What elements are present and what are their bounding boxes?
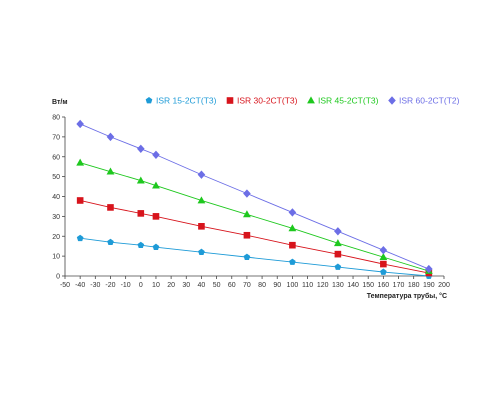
series-group xyxy=(76,158,433,274)
y-tick-label: 0 xyxy=(56,274,60,281)
data-point xyxy=(106,167,115,175)
x-tick-label: 50 xyxy=(213,282,221,289)
legend-label: ISR 30-2CT(T3) xyxy=(237,96,298,106)
x-tick-label: 170 xyxy=(393,282,405,289)
data-point xyxy=(288,208,297,217)
x-axis-label: Температура трубы, °С xyxy=(367,292,447,300)
x-tick-label: 160 xyxy=(378,282,390,289)
data-point xyxy=(288,224,297,232)
data-point xyxy=(76,119,84,129)
data-point xyxy=(137,144,145,153)
data-point xyxy=(380,260,387,268)
data-point xyxy=(137,210,145,217)
x-tick-label: 20 xyxy=(167,282,175,289)
data-point xyxy=(334,263,342,270)
series-group xyxy=(76,197,433,277)
legend-label: ISR 15-2CT(T3) xyxy=(156,96,217,106)
data-point xyxy=(243,210,251,218)
data-point xyxy=(379,253,388,261)
data-point xyxy=(379,245,388,255)
data-point xyxy=(106,132,115,142)
data-point xyxy=(198,248,205,255)
plot-area: 0 10 20 30 40 50 60 70 80 -50 -40 -30 -20 -10 0 10 20 30 4… xyxy=(52,115,450,290)
data-point xyxy=(425,264,433,274)
data-point xyxy=(289,258,296,265)
data-point xyxy=(243,253,251,260)
legend-label: ISR 45-2CT(T3) xyxy=(318,96,379,106)
series-group xyxy=(76,119,433,274)
x-tick-label: -20 xyxy=(105,282,115,289)
data-point xyxy=(152,181,160,189)
data-point xyxy=(198,223,205,230)
data-point xyxy=(197,196,206,204)
y-tick-label: 60 xyxy=(52,154,60,161)
data-point xyxy=(152,213,160,220)
data-point xyxy=(152,150,160,159)
series-line xyxy=(79,123,430,270)
x-tick-label: 100 xyxy=(287,282,299,289)
data-point xyxy=(243,189,251,198)
data-point xyxy=(334,250,342,258)
y-tick-label: 70 xyxy=(52,134,60,141)
x-tick-label: 140 xyxy=(347,282,359,289)
x-tick-label: 110 xyxy=(302,282,313,289)
legend: ISR 15-2CT(T3) ISR 30-2CT(T3) ISR 45-2CT(T… xyxy=(145,96,460,106)
x-tick-label: 80 xyxy=(258,282,266,289)
x-tick-label: 40 xyxy=(198,282,206,289)
data-point xyxy=(137,241,145,249)
y-tick-label: 20 xyxy=(52,234,60,241)
data-point xyxy=(76,158,85,166)
y-tick-label: 30 xyxy=(52,214,60,221)
legend-marker xyxy=(388,96,396,105)
data-point xyxy=(380,268,387,275)
data-point xyxy=(197,170,206,179)
series-group xyxy=(76,234,433,279)
x-tick-label: 120 xyxy=(317,282,329,289)
y-tick-label: 80 xyxy=(52,115,60,122)
data-point xyxy=(243,231,251,239)
y-tick-label: 40 xyxy=(52,194,60,201)
x-tick-label: 150 xyxy=(362,282,374,289)
x-tick-label: 200 xyxy=(438,282,450,289)
x-tick-label: 90 xyxy=(273,282,281,289)
data-point xyxy=(76,234,84,242)
data-point xyxy=(107,204,114,211)
x-tick-label: 70 xyxy=(243,282,251,289)
series-line xyxy=(80,200,429,274)
x-tick-label: 180 xyxy=(408,282,420,289)
data-point xyxy=(333,239,342,247)
y-tick-label: 10 xyxy=(52,254,60,261)
x-tick-label: 0 xyxy=(139,282,143,289)
y-tick-label: 50 xyxy=(52,174,60,181)
data-point xyxy=(136,176,145,184)
x-tick-label: 130 xyxy=(332,282,344,289)
y-axis-label: Вт/м xyxy=(52,99,68,106)
x-tick-label: 60 xyxy=(228,282,236,289)
x-tick-label: -50 xyxy=(60,282,70,289)
x-tick-label: -10 xyxy=(121,282,131,289)
legend-marker xyxy=(226,97,234,104)
data-point xyxy=(334,227,342,236)
x-tick-label: -40 xyxy=(75,282,85,289)
data-point xyxy=(289,241,296,249)
x-tick-label: 10 xyxy=(152,282,160,289)
data-point xyxy=(107,238,114,246)
series-line xyxy=(80,237,429,277)
data-point xyxy=(152,243,160,251)
data-point xyxy=(76,197,84,204)
x-tick-label: 190 xyxy=(423,282,435,289)
legend-marker xyxy=(307,96,315,104)
x-tick-label: 30 xyxy=(182,282,190,289)
legend-marker xyxy=(145,97,153,104)
x-tick-label: -30 xyxy=(90,282,100,289)
legend-label: ISR 60-2CT(T2) xyxy=(399,96,460,106)
series-line xyxy=(80,162,429,272)
